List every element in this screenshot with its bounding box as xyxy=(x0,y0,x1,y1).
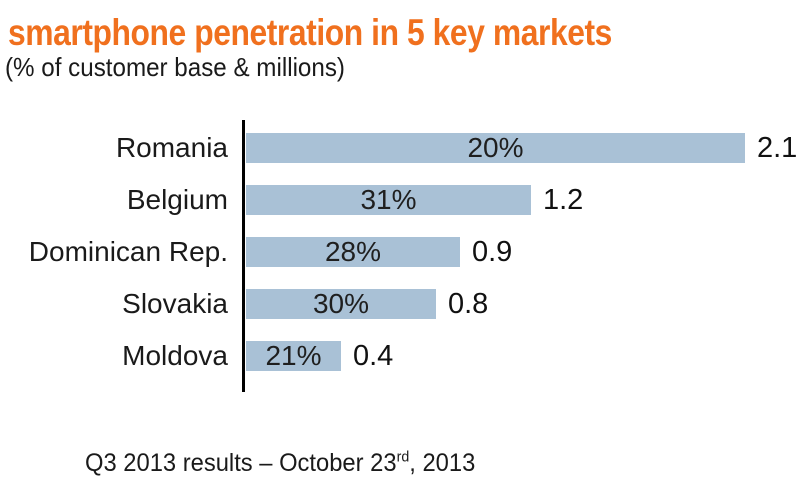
footnote-suffix: , 2013 xyxy=(409,449,476,477)
category-label: Belgium xyxy=(126,184,228,215)
chart-row: Slovakia 30% 0.8 xyxy=(0,287,800,320)
chart-row: Dominican Rep. 28% 0.9 xyxy=(0,235,800,268)
bar-value-label: 2.1 xyxy=(757,131,798,164)
category-label: Slovakia xyxy=(122,288,228,319)
category-label: Dominican Rep. xyxy=(28,236,228,267)
bar: 20% xyxy=(246,132,745,163)
bar-percentage-label: 30% xyxy=(312,288,370,319)
footnote: Q3 2013 results – October 23rd, 2013 xyxy=(85,449,475,478)
bar-value-label: 0.9 xyxy=(472,235,513,268)
chart-row: Moldova 21% 0.4 xyxy=(0,339,800,372)
footnote-text: Q3 2013 results – October 23 xyxy=(85,449,397,477)
bar-percentage-label: 31% xyxy=(360,184,417,215)
bar: 28% xyxy=(246,236,460,267)
y-axis-line xyxy=(242,120,245,392)
category-label: Moldova xyxy=(122,340,228,371)
chart-row: Romania 20% 2.1 xyxy=(0,131,800,164)
bar-percentage-label: 28% xyxy=(324,236,382,267)
bar-chart: Romania 20% 2.1 Belgium 31% 1.2 Dominican Rep.… xyxy=(0,120,800,392)
bar: 21% xyxy=(246,340,341,371)
bar-percentage-label: 20% xyxy=(467,132,524,163)
chart-row: Belgium 31% 1.2 xyxy=(0,183,800,216)
bar-value-label: 0.4 xyxy=(353,339,394,372)
chart-subtitle: (% of customer base & millions) xyxy=(5,52,345,82)
bar-percentage-label: 21% xyxy=(265,340,322,371)
bar-value-label: 1.2 xyxy=(543,183,584,216)
bar: 30% xyxy=(246,288,436,319)
category-label: Romania xyxy=(115,132,228,163)
chart-title: smartphone penetration in 5 key markets xyxy=(8,12,612,53)
bar: 31% xyxy=(246,184,531,215)
footnote-superscript: rd xyxy=(396,448,410,466)
bar-value-label: 0.8 xyxy=(448,287,489,320)
